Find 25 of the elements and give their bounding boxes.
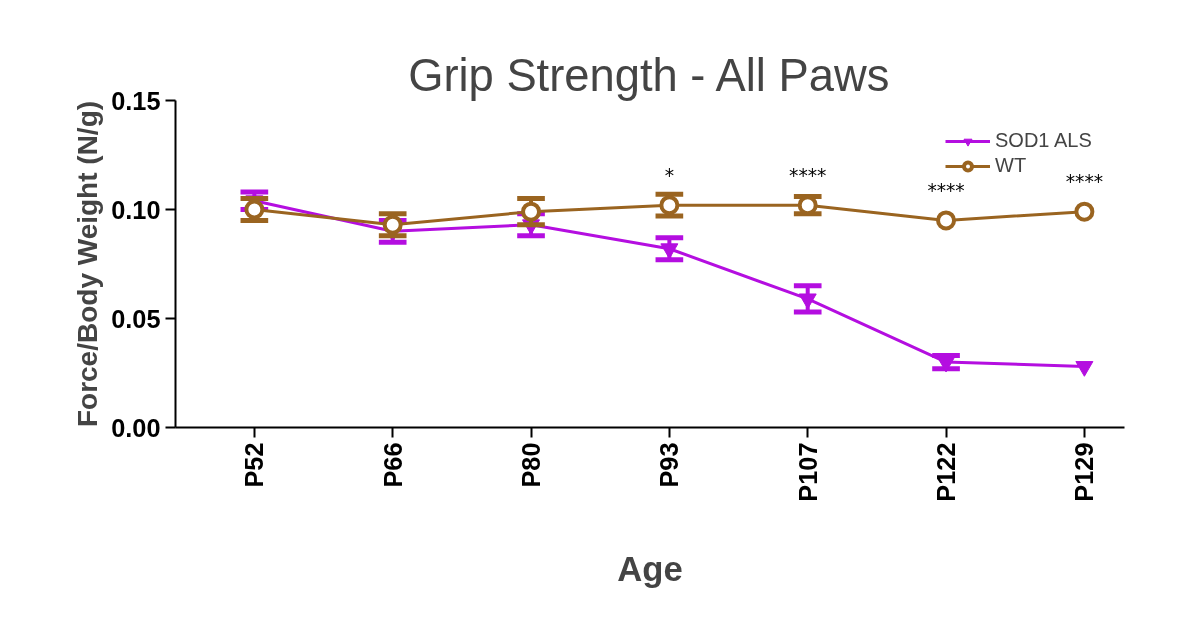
x-axis-title: Age bbox=[617, 549, 683, 588]
y-tick-label: 0.15 bbox=[111, 86, 161, 115]
point bbox=[521, 201, 542, 222]
annotation: **** bbox=[1065, 171, 1104, 193]
y-tick-label: 0.10 bbox=[111, 195, 161, 224]
y-tick-label: 0.05 bbox=[111, 304, 161, 333]
annotation: **** bbox=[927, 179, 965, 201]
annotation: * bbox=[664, 164, 675, 186]
annotation: **** bbox=[789, 164, 827, 186]
point bbox=[936, 210, 957, 231]
x-tick-label: P80 bbox=[517, 442, 546, 488]
point bbox=[1074, 201, 1095, 222]
legend-label: WT bbox=[995, 154, 1027, 177]
x-tick-label: P93 bbox=[655, 442, 684, 488]
x-tick-label: P107 bbox=[793, 442, 822, 502]
x-tick-label: P66 bbox=[378, 442, 407, 488]
y-axis-title: Force/Body Weight (N/g) bbox=[72, 100, 104, 428]
x-tick-label: P122 bbox=[932, 442, 961, 502]
point bbox=[937, 356, 956, 373]
x-tick-label: P52 bbox=[240, 442, 269, 488]
legend-label: SOD1 ALS bbox=[995, 129, 1092, 152]
y-tick-label: 0.00 bbox=[111, 413, 161, 442]
x-tick-label: P129 bbox=[1070, 442, 1099, 502]
point bbox=[1075, 361, 1094, 377]
chart-title: Grip Strength - All Paws bbox=[408, 49, 890, 101]
